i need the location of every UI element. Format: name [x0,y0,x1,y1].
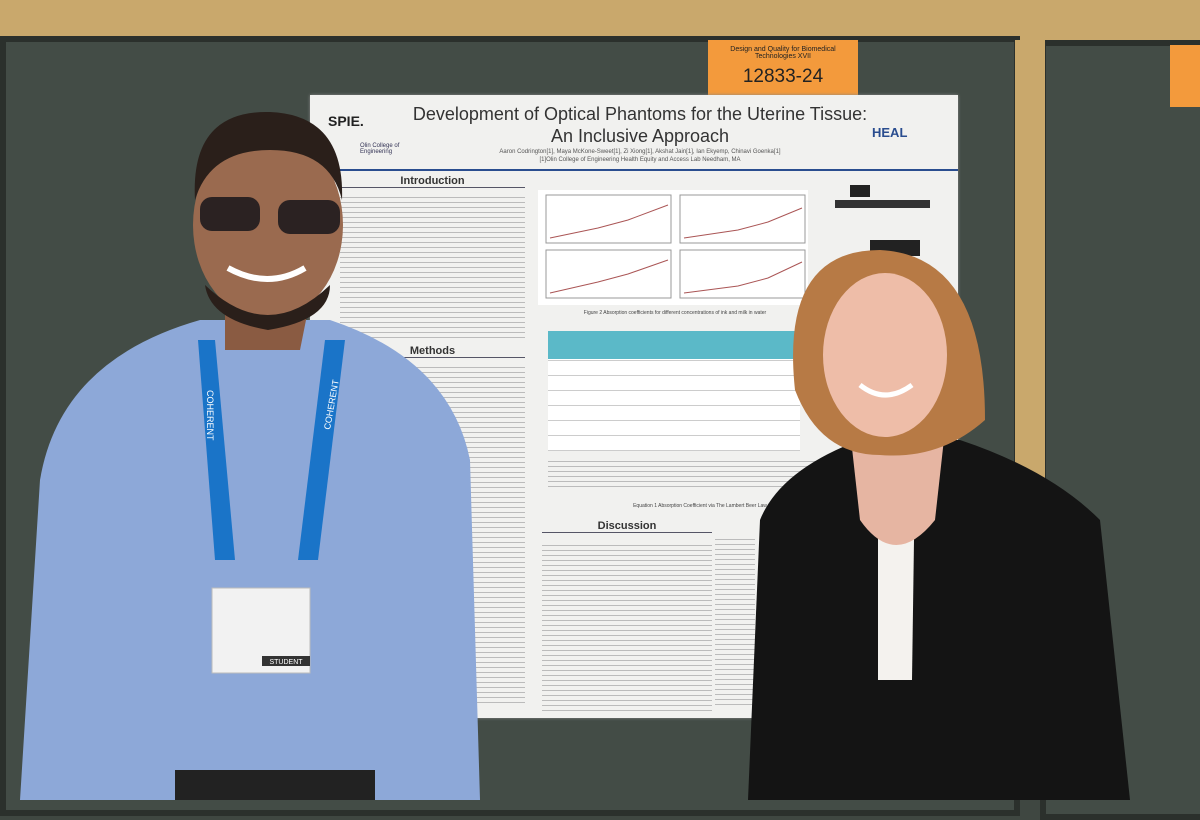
smile [226,265,307,282]
board-sign: Design and Quality for Biomedical Techno… [708,40,858,100]
sunglasses [200,197,260,231]
plot-frame [545,249,672,299]
text-block [340,193,525,341]
lanyard [298,340,345,560]
institution: Olin College of Engineering [360,143,400,155]
smile [858,382,914,398]
neck [850,430,945,545]
text-block [715,535,755,705]
people: COHERENT COHERENT STUDENT [20,111,1130,800]
table-header [548,331,800,359]
header-rule [310,169,958,171]
sign-title: Design and Quality for Biomedical Techno… [730,46,836,60]
data-table [548,331,800,451]
poster-logo: SPIE. [328,113,364,129]
board-sign [1170,45,1200,107]
hair [194,111,343,200]
plot-frame [679,194,806,244]
sunglasses [278,200,340,234]
badge-text: STUDENT [269,659,303,666]
curve [683,261,803,294]
plots [545,194,806,299]
curve [549,204,669,239]
section-heading: Methods [340,345,525,358]
authors: Aaron Codrington[1], Maya McKone-Sweet[1… [499,149,781,155]
lanyard [198,340,235,560]
figure-caption: Figure 2 Absorption coefficients for dif… [583,310,767,316]
badge-strip [262,656,310,666]
wall [0,0,1200,40]
device-part [835,200,930,208]
lanyard-text: COHERENT [205,390,215,441]
beard [205,285,330,330]
text-block [542,541,712,711]
device-part [850,185,870,197]
section-heading: Discussion [542,520,712,533]
section-heading: Introduction [340,175,525,188]
equation-caption: Equation 1 Absorption Coefficient via Th… [633,503,767,509]
curve [683,207,803,239]
belt [175,770,375,800]
plot-frame [679,249,806,299]
affiliation: [1]Olin College of Engineering Health Eq… [539,157,741,163]
lab-logo: HEAL [872,125,908,140]
sign-number: 12833-24 [742,66,824,87]
face [823,273,947,437]
shirt [20,320,480,800]
blazer [748,440,1130,800]
figure-plots [538,190,808,305]
plot-frame [545,194,672,244]
curve [549,259,669,294]
poster-title: Development of Optical Phantoms for the … [412,104,868,146]
